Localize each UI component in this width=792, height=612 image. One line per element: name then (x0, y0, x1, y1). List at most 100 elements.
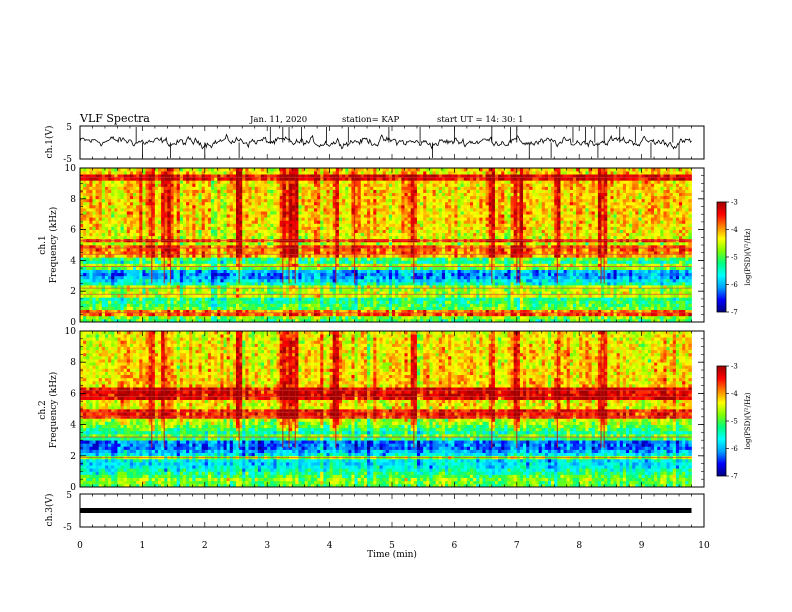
spectrogram-cell (120, 297, 125, 301)
spectrogram-cell (189, 174, 193, 178)
spectrogram-cell (145, 272, 149, 277)
spectrogram-cell (307, 251, 312, 255)
spectrogram-cell (186, 226, 190, 230)
spectrogram-cell (120, 220, 125, 224)
spectrogram-cell (136, 211, 140, 215)
spectrogram-cell (260, 263, 265, 267)
spectrogram-cell (214, 269, 218, 274)
spectrogram-cell (232, 198, 237, 203)
spectrogram-cell (129, 318, 134, 323)
spectrogram-cell (92, 312, 96, 317)
spectrogram-cell (220, 291, 224, 295)
spectrogram-cell (360, 183, 365, 187)
spectrogram-cell (173, 312, 178, 317)
spectrogram-cell (92, 251, 96, 255)
spectrogram-cell (310, 272, 315, 277)
spectrogram-cell (376, 309, 380, 314)
spectrogram-cell (111, 306, 115, 311)
spectrogram-cell (282, 235, 287, 240)
spectrogram-cell (276, 315, 281, 320)
spectrogram-cell (117, 192, 121, 197)
spectrogram-cell (139, 214, 143, 218)
spectrogram-cell (204, 300, 209, 304)
spectrogram-cell (298, 260, 302, 264)
spectrogram-cell (195, 251, 199, 255)
spectrogram-cell (170, 180, 174, 184)
spectrogram-cell (89, 272, 93, 277)
spectrogram-cell (123, 214, 128, 218)
spectrogram-cell (248, 201, 252, 206)
spectrogram-cell (133, 186, 137, 190)
spectrogram-cell (338, 300, 343, 304)
spectrogram-cell (329, 171, 334, 175)
spectrogram-cell (363, 226, 368, 230)
spectrogram-cell (198, 318, 203, 323)
spectrogram-cell (276, 204, 281, 209)
spectrogram-cell (139, 303, 143, 307)
spectrogram-cell (257, 291, 262, 295)
spectrogram-cell (260, 269, 265, 274)
spectrogram-cell (363, 272, 368, 277)
spectrogram-cell (133, 189, 137, 193)
spectrogram-cell (189, 245, 193, 249)
spectrogram-cell (345, 245, 349, 249)
spectrogram-cell (142, 189, 146, 193)
spectrogram-cell (323, 303, 327, 307)
spectrogram-cell (164, 288, 168, 292)
spectrogram-cell (86, 192, 90, 197)
spectrogram-cell (195, 269, 199, 274)
spectrogram-cell (214, 248, 218, 252)
spectrogram-cell (376, 232, 380, 237)
spectrogram-cell (342, 318, 346, 323)
spectrogram-cell (279, 248, 284, 252)
spectrogram-cell (317, 235, 321, 240)
spectrogram-cell (154, 312, 159, 317)
spectrogram-cell (148, 248, 153, 252)
spectrogram-cell (357, 309, 362, 314)
spectrogram-cell (182, 309, 187, 314)
spectrogram-cell (114, 272, 118, 277)
spectrogram-cell (114, 235, 118, 240)
spectrogram-cell (248, 263, 252, 267)
spectrogram-cell (304, 306, 309, 311)
spectrogram-cell (136, 309, 140, 314)
spectrogram-cell (204, 217, 209, 221)
spectrogram-cell (279, 306, 284, 311)
spectrogram-cell (329, 204, 334, 209)
spectrogram-cell (360, 220, 365, 224)
spectrogram-cell (232, 201, 237, 206)
spectrogram-cell (164, 232, 168, 237)
spectrogram-cell (114, 241, 118, 246)
spectrogram-cell (148, 220, 153, 224)
spectrogram-cell (267, 251, 271, 255)
spectrogram-cell (273, 183, 277, 187)
spectrogram-cell (245, 201, 249, 206)
spectrogram-cell (348, 303, 352, 307)
spectrogram-cell (239, 204, 243, 209)
spectrogram-cell (148, 272, 153, 277)
spectrogram-cell (289, 183, 293, 187)
spectrogram-cell (101, 303, 106, 307)
spectrogram-cell (373, 269, 377, 274)
spectrogram-cell (101, 192, 106, 197)
spectrogram-cell (207, 180, 212, 184)
spectrogram-cell (307, 235, 312, 240)
spectrogram-cell (301, 297, 305, 301)
spectrogram-cell (323, 260, 327, 264)
spectrogram-cell (104, 168, 109, 172)
spectrogram-cell (317, 226, 321, 230)
spectrogram-cell (276, 235, 281, 240)
spectrogram-cell (186, 186, 190, 190)
spectrogram-cell (145, 198, 149, 203)
spectrogram-cell (158, 195, 162, 200)
spectrogram-cell (101, 183, 106, 187)
spectrogram-cell (257, 223, 262, 227)
spectrogram-cell (133, 174, 137, 178)
spectrogram-cell (220, 309, 224, 314)
spectrogram-cell (348, 208, 352, 212)
spectrogram-cell (164, 186, 168, 190)
spectrogram-cell (351, 300, 355, 304)
spectrogram-cell (195, 217, 199, 221)
spectrogram-cell (220, 235, 224, 240)
spectrogram-cell (242, 254, 246, 258)
